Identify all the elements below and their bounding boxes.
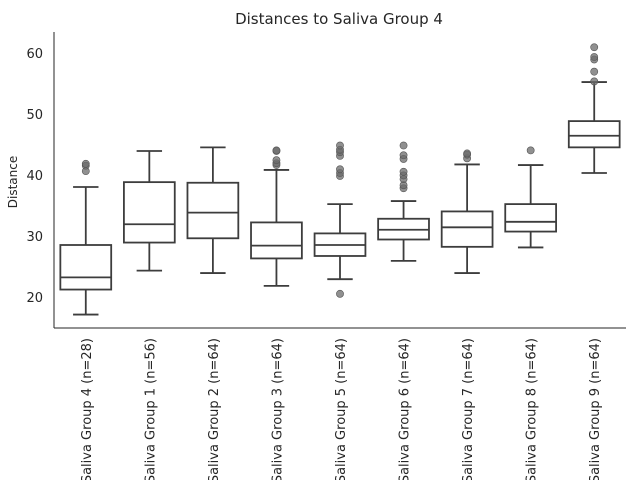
box-group [440,149,494,274]
y-tick-label: 40 [26,169,43,184]
y-ticks: 20 30 40 50 60 [26,47,43,306]
outlier-point [526,146,535,155]
outlier-point [336,289,344,298]
outlier-point [81,159,90,168]
x-tick-label: Saliva Group 8 (n=64) [525,338,540,480]
outlier-point [272,146,281,155]
box-iqr [250,221,303,260]
axes [53,32,626,329]
box-group [123,150,176,272]
y-tick-label: 20 [26,291,43,306]
x-tick-label: Saliva Group 5 (n=64) [334,338,349,480]
box-group [504,146,557,249]
y-tick-label: 50 [26,108,43,123]
x-tick-label: Saliva Group 6 (n=64) [398,338,413,480]
outlier-point [336,141,344,150]
outlier-point [590,67,599,76]
box-group [186,146,240,274]
outlier-point [590,77,599,86]
box-group [250,146,303,287]
outlier-point [336,165,344,174]
outlier-point [399,167,408,176]
box-group [377,141,430,262]
x-tick-label: Saliva Group 2 (n=64) [207,338,222,480]
x-ticks: Saliva Group 4 (n=28) Saliva Group 1 (n=5… [80,338,603,480]
y-tick-label: 30 [26,230,43,245]
box-group [59,159,113,316]
x-tick-label: Saliva Group 7 (n=64) [461,338,476,480]
box-iqr [504,203,557,233]
outlier-point [399,151,408,160]
box-iqr [440,210,494,248]
x-tick-label: Saliva Group 4 (n=28) [80,338,95,480]
y-tick-label: 60 [26,47,43,62]
outlier-point [463,149,472,158]
box-group [567,43,621,174]
y-axis-label: Distance [6,156,20,208]
box-iqr [59,244,113,291]
outlier-point [590,53,599,61]
x-tick-label: Saliva Group 3 (n=64) [270,338,285,480]
box-iqr [123,181,176,244]
box-group [313,141,367,298]
x-tick-label: Saliva Group 9 (n=64) [588,338,603,480]
outlier-point [272,156,281,165]
chart-title: Distances to Saliva Group 4 [235,10,443,28]
box-iqr [567,120,621,149]
outlier-point [590,43,599,52]
boxes-layer [59,43,621,316]
box-iqr [186,181,240,240]
outlier-point [399,141,408,150]
x-tick-label: Saliva Group 1 (n=56) [143,338,158,480]
